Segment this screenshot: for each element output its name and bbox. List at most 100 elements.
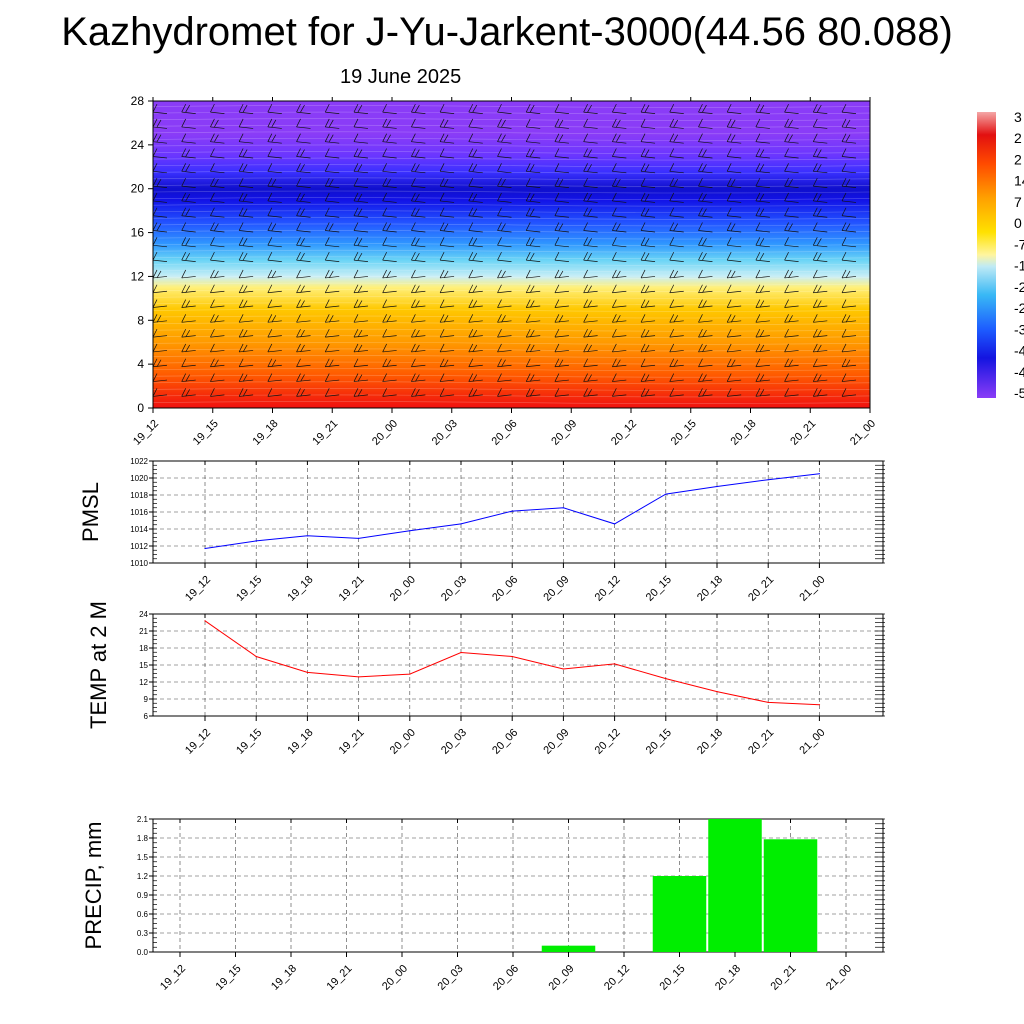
y-tick-label: 24: [131, 138, 145, 152]
wind-barb: [411, 133, 426, 144]
wind-barb: [181, 284, 196, 294]
pmsl-point: [255, 540, 257, 542]
contour-line: [152, 210, 871, 214]
wind-barb: [640, 314, 656, 323]
wind-barb: [755, 269, 770, 279]
wind-barb: [439, 299, 455, 308]
wind-barb: [669, 148, 684, 159]
wind-barb: [640, 284, 656, 294]
colorbar: [977, 112, 996, 398]
wind-barb: [411, 388, 426, 397]
wind-barb: [583, 373, 598, 382]
wind-barb: [238, 237, 254, 248]
wind-barb: [210, 358, 225, 368]
x-tick-label: 20_18: [695, 574, 725, 604]
wind-barb: [726, 343, 742, 353]
wind-barb: [841, 103, 857, 114]
x-tick-label: 20_09: [541, 574, 571, 604]
wind-barb: [640, 358, 656, 368]
wind-barb: [583, 222, 598, 233]
wind-barb: [698, 251, 713, 262]
wind-barb: [468, 222, 483, 233]
wind-barb: [497, 177, 512, 188]
wind-barb: [841, 388, 857, 397]
contour-line: [152, 190, 871, 194]
x-tick-label: 20_00: [370, 418, 400, 448]
wind-barb: [554, 177, 569, 188]
wind-barb: [497, 148, 512, 159]
wind-barb: [755, 192, 770, 203]
wind-barb: [784, 358, 799, 368]
wind-barb: [841, 163, 857, 174]
wind-barb: [152, 133, 168, 144]
wind-barb: [612, 192, 627, 203]
x-tick-label: 20_06: [490, 574, 520, 604]
y-tick-label: 1.5: [137, 853, 149, 862]
wind-barb: [669, 251, 684, 262]
wind-barb: [784, 314, 799, 323]
wind-barb: [468, 314, 483, 323]
wind-barb: [812, 299, 828, 308]
wind-barb: [210, 118, 225, 129]
temp-point: [409, 673, 411, 675]
wind-barb: [267, 269, 282, 279]
wind-barb: [468, 328, 483, 338]
wind-barb: [640, 148, 656, 159]
y-tick-label: 1010: [130, 559, 148, 568]
wind-barb: [755, 284, 770, 294]
wind-barb: [554, 373, 569, 382]
x-tick-label: 19_15: [214, 963, 244, 993]
wind-barb: [210, 207, 225, 218]
wind-barb: [784, 103, 799, 114]
wind-barb: [411, 118, 426, 129]
wind-barb: [784, 284, 799, 294]
wind-barb: [755, 251, 770, 262]
y-tick-label: 0.9: [137, 891, 149, 900]
wind-barb: [353, 251, 368, 262]
wind-barb: [841, 358, 857, 368]
wind-barb: [669, 237, 684, 248]
wind-barb: [296, 163, 311, 174]
wind-barb: [554, 314, 569, 323]
wind-barb: [726, 237, 742, 248]
x-tick-label: 19_18: [285, 727, 315, 757]
x-tick-label: 20_15: [658, 963, 688, 993]
wind-barb: [267, 328, 282, 338]
wind-barb: [497, 358, 512, 368]
pmsl-point: [409, 530, 411, 532]
wind-barb: [439, 192, 455, 203]
contour-line: [152, 328, 871, 332]
heatmap-field: [153, 101, 870, 408]
wind-barb: [267, 237, 282, 248]
wind-barb: [267, 207, 282, 218]
wind-barb: [525, 269, 541, 279]
contour-line: [152, 302, 871, 306]
wind-barb: [324, 207, 340, 218]
y-tick-label: 0.3: [137, 929, 149, 938]
wind-barb: [841, 314, 857, 323]
pmsl-frame: [152, 460, 884, 564]
wind-barb: [411, 284, 426, 294]
colorbar-label: -2: [1014, 279, 1024, 295]
wind-barb: [267, 343, 282, 353]
wind-barb: [181, 133, 196, 144]
wind-barb: [353, 192, 368, 203]
wind-barb: [640, 373, 656, 382]
wind-barb: [583, 314, 598, 323]
wind-barb: [267, 133, 282, 144]
wind-barb: [238, 373, 254, 382]
wind-barb: [698, 103, 713, 114]
wind-barb: [583, 343, 598, 353]
wind-barb: [439, 237, 455, 248]
wind-barb: [812, 207, 828, 218]
wind-barb: [497, 163, 512, 174]
wind-barb: [238, 207, 254, 218]
temp-ylabel: TEMP at 2 M: [86, 601, 111, 729]
wind-barb: [640, 207, 656, 218]
wind-barb: [439, 148, 455, 159]
y-tick-label: 12: [131, 269, 145, 283]
x-tick-label: 20_03: [436, 963, 466, 993]
wind-barb: [411, 177, 426, 188]
wind-barb: [324, 358, 340, 368]
wind-barb: [411, 269, 426, 279]
